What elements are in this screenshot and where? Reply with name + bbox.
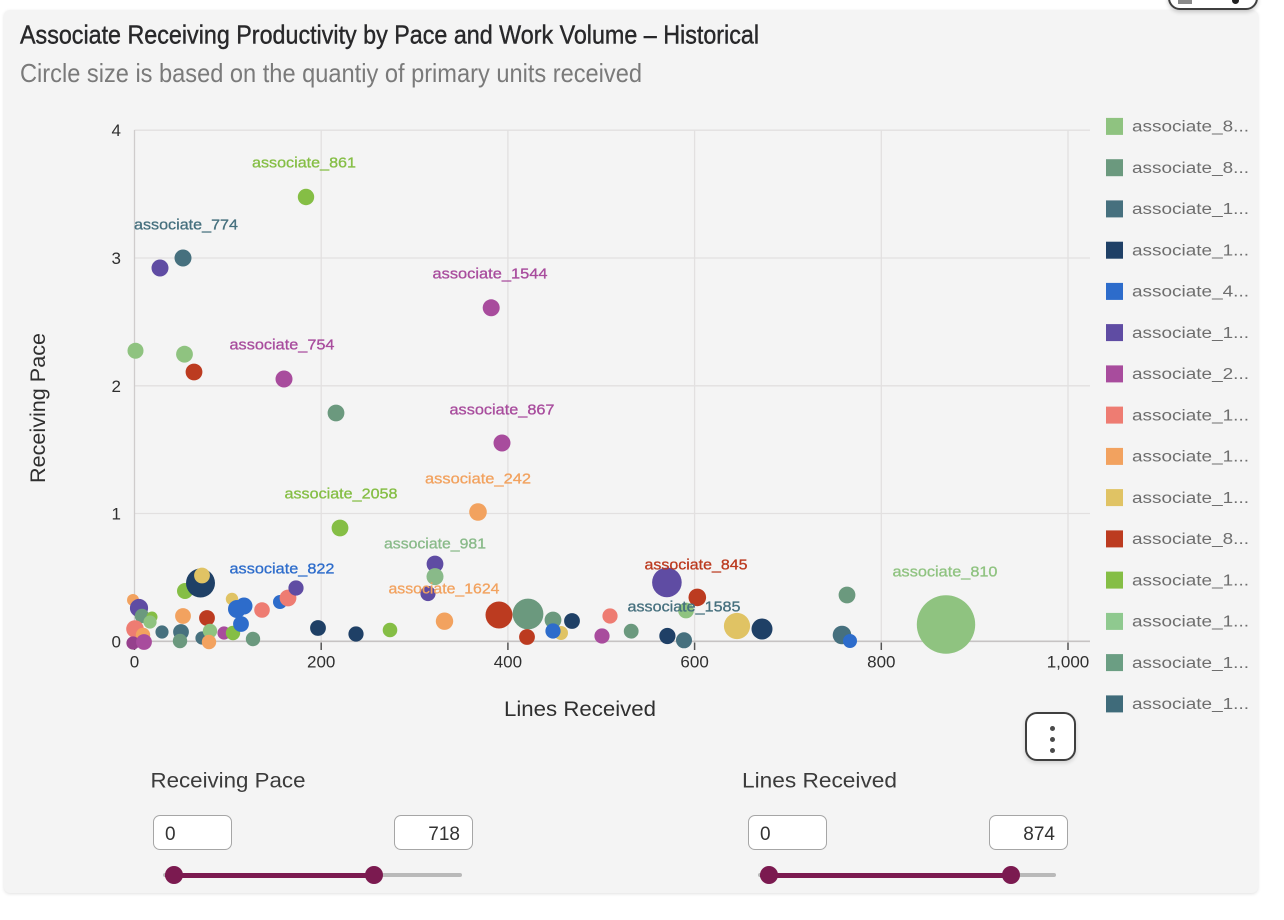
svg-text:800: 800 (867, 653, 895, 672)
svg-text:associate_845: associate_845 (645, 556, 748, 573)
svg-text:associate_867: associate_867 (450, 401, 555, 418)
svg-text:1,000: 1,000 (1047, 653, 1090, 672)
svg-text:associate_8...: associate_8... (1132, 531, 1249, 548)
svg-text:Receiving Pace: Receiving Pace (151, 770, 306, 793)
svg-text:associate_981: associate_981 (384, 535, 486, 552)
svg-text:associate_1544: associate_1544 (433, 265, 548, 282)
svg-text:associate_774: associate_774 (134, 216, 238, 233)
svg-text:associate_1...: associate_1... (1132, 696, 1249, 713)
svg-text:2: 2 (112, 377, 121, 396)
svg-text:associate_1624: associate_1624 (389, 580, 500, 597)
svg-text:400: 400 (494, 653, 522, 672)
svg-text:0: 0 (130, 653, 139, 672)
svg-text:associate_1...: associate_1... (1132, 201, 1249, 218)
svg-text:associate_861: associate_861 (252, 154, 356, 171)
svg-text:associate_4...: associate_4... (1132, 284, 1249, 301)
svg-text:3: 3 (112, 249, 121, 268)
svg-text:associate_1...: associate_1... (1132, 242, 1249, 259)
svg-text:Associate Receiving Productivi: Associate Receiving Productivity by Pace… (20, 20, 759, 50)
svg-text:600: 600 (680, 653, 708, 672)
svg-text:associate_8...: associate_8... (1132, 160, 1249, 177)
svg-text:1: 1 (112, 505, 121, 524)
svg-text:associate_822: associate_822 (230, 560, 335, 577)
svg-text:associate_754: associate_754 (230, 336, 335, 353)
svg-text:associate_1...: associate_1... (1132, 325, 1249, 342)
svg-text:associate_8...: associate_8... (1132, 119, 1249, 136)
svg-text:associate_2058: associate_2058 (285, 485, 398, 502)
svg-text:associate_1...: associate_1... (1132, 490, 1249, 507)
svg-text:Receiving Pace: Receiving Pace (26, 333, 50, 483)
svg-text:4: 4 (112, 121, 121, 140)
svg-text:Lines Received: Lines Received (504, 697, 656, 721)
svg-text:associate_242: associate_242 (425, 470, 531, 487)
svg-text:associate_1...: associate_1... (1132, 572, 1249, 589)
svg-text:associate_1...: associate_1... (1132, 449, 1249, 466)
svg-text:Circle size is based on the qu: Circle size is based on the quantiy of p… (20, 58, 642, 88)
svg-text:200: 200 (307, 653, 335, 672)
svg-text:associate_2...: associate_2... (1132, 366, 1249, 383)
svg-text:associate_1...: associate_1... (1132, 655, 1249, 672)
svg-text:Lines Received: Lines Received (742, 770, 897, 793)
svg-text:0: 0 (112, 632, 121, 651)
svg-text:associate_1...: associate_1... (1132, 407, 1249, 424)
svg-text:associate_1585: associate_1585 (628, 598, 741, 615)
svg-text:associate_1...: associate_1... (1132, 614, 1249, 631)
svg-text:associate_810: associate_810 (893, 563, 998, 580)
